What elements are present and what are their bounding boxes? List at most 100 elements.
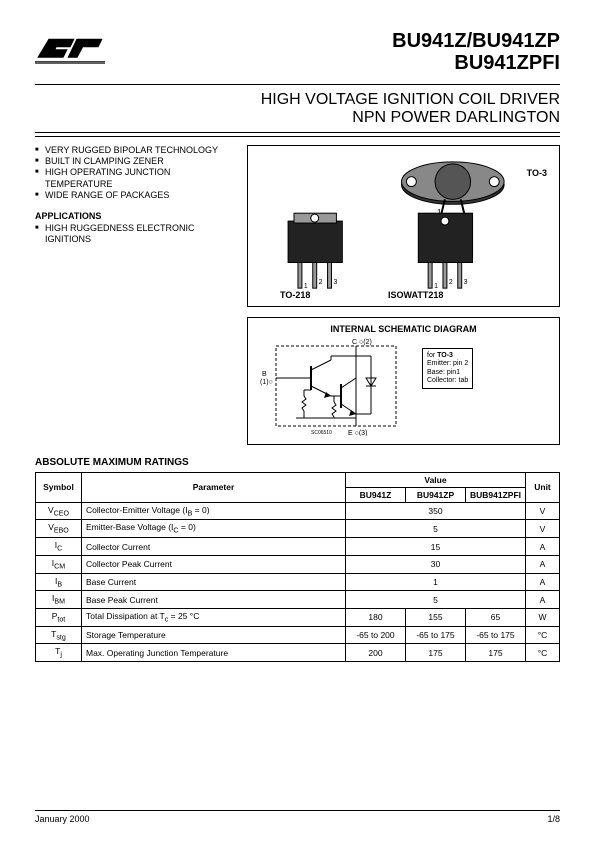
svg-text:2: 2 <box>319 279 323 286</box>
svg-text:3: 3 <box>464 279 468 286</box>
cell-parameter: Collector-Emitter Voltage (IB = 0) <box>82 502 346 520</box>
diagrams-column: 1 2 1 2 3 <box>247 145 560 445</box>
table-row: IBBase Current1A <box>36 573 560 591</box>
cell-value: 5 <box>345 591 525 609</box>
cell-value: -65 to 200 <box>345 626 405 644</box>
cell-parameter: Collector Peak Current <box>82 555 346 573</box>
cell-value: 175 <box>465 644 525 662</box>
part-line-1: BU941Z/BU941ZP <box>392 30 560 52</box>
subcol-2: BU941ZP <box>405 487 465 502</box>
note-header: for TO-3 <box>427 352 468 360</box>
cell-symbol: IB <box>36 573 82 591</box>
schematic-title: INTERNAL SCHEMATIC DIAGRAM <box>256 324 551 334</box>
feature-item: HIGH OPERATING JUNCTION TEMPERATURE <box>35 167 235 190</box>
cell-unit: A <box>526 555 560 573</box>
application-item: HIGH RUGGEDNESS ELECTRONIC IGNITIONS <box>35 223 235 246</box>
cell-unit: V <box>526 520 560 538</box>
subtitle-line-2: NPN POWER DARLINGTON <box>35 109 560 127</box>
svg-text:C ○(2): C ○(2) <box>352 339 372 346</box>
schematic-box: INTERNAL SCHEMATIC DIAGRAM C ○(2) B (1)○… <box>247 317 560 445</box>
cell-symbol: ICM <box>36 555 82 573</box>
svg-text:3: 3 <box>333 279 337 286</box>
cell-unit: °C <box>526 644 560 662</box>
st-logo <box>35 30 105 80</box>
cell-value: 30 <box>345 555 525 573</box>
subcol-1: BU941Z <box>345 487 405 502</box>
table-row: VCEOCollector-Emitter Voltage (IB = 0)35… <box>36 502 560 520</box>
ratings-table: Symbol Parameter Value Unit BU941Z BU941… <box>35 472 560 662</box>
product-subtitle: HIGH VOLTAGE IGNITION COIL DRIVER NPN PO… <box>35 91 560 128</box>
divider <box>35 132 560 133</box>
page-footer: January 2000 1/8 <box>35 810 560 824</box>
cell-unit: W <box>526 608 560 626</box>
cell-value: 15 <box>345 538 525 556</box>
cell-symbol: Ptot <box>36 608 82 626</box>
cell-value: -65 to 175 <box>465 626 525 644</box>
cell-parameter: Total Dissipation at Tc = 25 °C <box>82 608 346 626</box>
cell-value: 155 <box>405 608 465 626</box>
feature-item: WIDE RANGE OF PACKAGES <box>35 190 235 201</box>
table-row: ICCollector Current15A <box>36 538 560 556</box>
svg-text:E ○(3): E ○(3) <box>348 430 367 436</box>
note-base: Base: pin1 <box>427 369 468 377</box>
cell-value: 175 <box>405 644 465 662</box>
cell-parameter: Base Peak Current <box>82 591 346 609</box>
cell-unit: A <box>526 538 560 556</box>
table-row: PtotTotal Dissipation at Tc = 25 °C18015… <box>36 608 560 626</box>
package-diagram-box: 1 2 1 2 3 <box>247 145 560 307</box>
subcol-3: BUB941ZPFI <box>465 487 525 502</box>
to218-label: TO-218 <box>280 290 310 300</box>
svg-text:(1)○: (1)○ <box>260 379 273 386</box>
part-line-2: BU941ZPFI <box>392 52 560 74</box>
table-row: ICMCollector Peak Current30A <box>36 555 560 573</box>
table-row: VEBOEmitter-Base Voltage (IC = 0)5V <box>36 520 560 538</box>
table-row: TstgStorage Temperature-65 to 200-65 to … <box>36 626 560 644</box>
cell-value: -65 to 175 <box>405 626 465 644</box>
col-parameter: Parameter <box>82 472 346 502</box>
features-list: VERY RUGGED BIPOLAR TECHNOLOGYBUILT IN C… <box>35 145 235 201</box>
cell-value: 65 <box>465 608 525 626</box>
cell-unit: A <box>526 591 560 609</box>
isowatt-label: ISOWATT218 <box>388 290 443 300</box>
cell-value: 5 <box>345 520 525 538</box>
subtitle-line-1: HIGH VOLTAGE IGNITION COIL DRIVER <box>35 91 560 109</box>
applications-header: APPLICATIONS <box>35 211 235 221</box>
svg-text:SC06510: SC06510 <box>311 430 332 436</box>
cell-symbol: VCEO <box>36 502 82 520</box>
svg-text:B: B <box>262 371 267 378</box>
features-column: VERY RUGGED BIPOLAR TECHNOLOGYBUILT IN C… <box>35 145 235 445</box>
cell-symbol: VEBO <box>36 520 82 538</box>
cell-symbol: IC <box>36 538 82 556</box>
ratings-title: ABSOLUTE MAXIMUM RATINGS <box>35 457 560 468</box>
schematic-note: for TO-3 Emitter: pin 2 Base: pin1 Colle… <box>422 348 473 390</box>
col-value: Value <box>345 472 525 487</box>
cell-unit: V <box>526 502 560 520</box>
cell-value: 200 <box>345 644 405 662</box>
cell-parameter: Storage Temperature <box>82 626 346 644</box>
feature-item: BUILT IN CLAMPING ZENER <box>35 156 235 167</box>
footer-date: January 2000 <box>35 814 90 824</box>
col-symbol: Symbol <box>36 472 82 502</box>
cell-symbol: Tj <box>36 644 82 662</box>
cell-parameter: Collector Current <box>82 538 346 556</box>
cell-value: 180 <box>345 608 405 626</box>
cell-value: 350 <box>345 502 525 520</box>
schematic-diagram: C ○(2) B (1)○ E ○(3) <box>256 338 416 436</box>
divider <box>35 136 560 137</box>
applications-list: HIGH RUGGEDNESS ELECTRONIC IGNITIONS <box>35 223 235 246</box>
table-row: TjMax. Operating Junction Temperature200… <box>36 644 560 662</box>
cell-value: 1 <box>345 573 525 591</box>
to3-label: TO-3 <box>527 168 547 178</box>
feature-item: VERY RUGGED BIPOLAR TECHNOLOGY <box>35 145 235 156</box>
note-collector: Collector: tab <box>427 377 468 385</box>
cell-symbol: IBM <box>36 591 82 609</box>
cell-parameter: Max. Operating Junction Temperature <box>82 644 346 662</box>
cell-symbol: Tstg <box>36 626 82 644</box>
table-row: IBMBase Peak Current5A <box>36 591 560 609</box>
cell-parameter: Base Current <box>82 573 346 591</box>
cell-unit: °C <box>526 626 560 644</box>
divider <box>35 84 560 85</box>
note-emitter: Emitter: pin 2 <box>427 360 468 368</box>
footer-page: 1/8 <box>547 814 560 824</box>
cell-unit: A <box>526 573 560 591</box>
